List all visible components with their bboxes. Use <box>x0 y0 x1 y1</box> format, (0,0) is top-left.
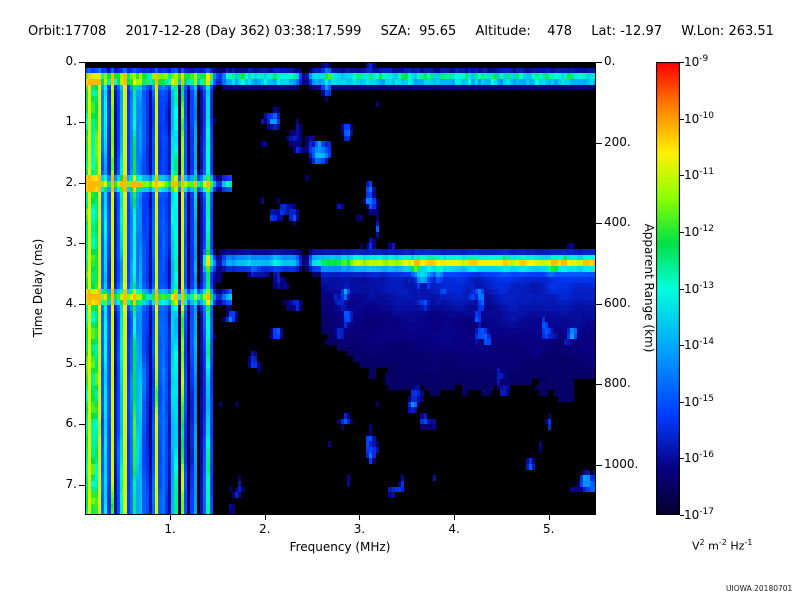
y-tick-right <box>596 142 602 144</box>
y-tick-label-left: 6. <box>65 416 77 431</box>
y-tick-label-right: 200. <box>604 134 631 149</box>
y-tick-left <box>79 122 85 124</box>
y-tick-right <box>596 464 602 466</box>
colorbar-units: V2 m-2 Hz-1 <box>692 538 753 553</box>
y-tick-left <box>79 303 85 305</box>
latitude-label: Lat: -12.97 <box>591 24 663 39</box>
colorbar-tick <box>680 401 684 403</box>
x-tick-label: 4. <box>448 522 460 536</box>
colorbar-tick-label: 10-13 <box>684 280 714 296</box>
colorbar-gradient <box>656 62 680 515</box>
y-tick-label-right: 0. <box>604 54 616 68</box>
colorbar-tick-label: 10-12 <box>684 223 714 239</box>
colorbar-tick <box>680 458 684 460</box>
x-tick <box>454 515 456 520</box>
colorbar-tick <box>680 118 684 120</box>
y-tick-label-left: 1. <box>65 114 77 129</box>
y-tick-label-left: 0. <box>65 54 77 68</box>
y-tick-right <box>596 62 602 63</box>
y-tick-label-right: 1000. <box>604 456 639 471</box>
y-axis-title-right: Apparent Range (km) <box>642 223 656 353</box>
orbit-label: Orbit:17708 <box>28 24 107 39</box>
sza-label: SZA: 95.65 <box>380 24 457 39</box>
colorbar-tick-label: 10-16 <box>684 450 714 466</box>
y-tick-label-left: 3. <box>65 235 77 250</box>
header-info: Orbit:17708 2017-12-28 (Day 362) 03:38:1… <box>28 24 774 39</box>
y-tick-label-right: 800. <box>604 376 631 391</box>
x-tick-label: 5. <box>542 522 555 536</box>
x-tick-label: 1. <box>164 522 176 536</box>
x-tick <box>170 515 172 520</box>
colorbar-tick-label: 10-11 <box>684 167 714 183</box>
colorbar-tick-label: 10-9 <box>684 54 709 69</box>
x-tick <box>264 515 266 520</box>
y-tick-left <box>79 182 85 184</box>
colorbar-tick <box>680 345 684 347</box>
credit-label: UIOWA 20180701 <box>726 584 793 593</box>
datetime-label: 2017-12-28 (Day 362) 03:38:17.599 <box>125 24 362 39</box>
wlon-label: W.Lon: 263.51 <box>681 24 774 39</box>
x-tick-label: 3. <box>353 522 366 536</box>
y-tick-left <box>79 424 85 426</box>
x-tick <box>548 515 550 520</box>
y-tick-label-left: 7. <box>65 476 77 491</box>
colorbar-tick <box>680 515 684 516</box>
y-tick-label-right: 400. <box>604 215 631 230</box>
colorbar-tick-label: 10-10 <box>684 110 714 126</box>
colorbar-tick <box>680 288 684 290</box>
ionogram-spectrogram <box>85 62 596 515</box>
y-tick-label-left: 2. <box>65 174 77 189</box>
x-tick <box>359 515 361 520</box>
altitude-label: Altitude: 478 <box>475 24 573 39</box>
y-tick-label-left: 4. <box>65 295 77 310</box>
y-tick-label-right: 600. <box>604 295 631 310</box>
y-tick-right <box>596 384 602 386</box>
colorbar-tick-label: 10-14 <box>684 337 714 353</box>
y-tick-left <box>79 484 85 486</box>
x-axis-title: Frequency (MHz) <box>289 540 391 554</box>
colorbar-tick-label: 10-15 <box>684 393 714 409</box>
y-tick-right <box>596 303 602 305</box>
colorbar-tick <box>680 231 684 233</box>
y-axis-title-left: Time Delay (ms) <box>31 238 45 338</box>
x-tick-label: 2. <box>259 522 271 536</box>
y-tick-label-left: 5. <box>65 356 77 370</box>
y-tick-right <box>596 223 602 225</box>
colorbar-tick <box>680 175 684 177</box>
colorbar-tick-label: 10-17 <box>684 507 714 522</box>
y-tick-left <box>79 243 85 245</box>
colorbar-tick <box>680 62 684 63</box>
y-tick-left <box>79 364 85 365</box>
y-tick-left <box>79 62 85 63</box>
